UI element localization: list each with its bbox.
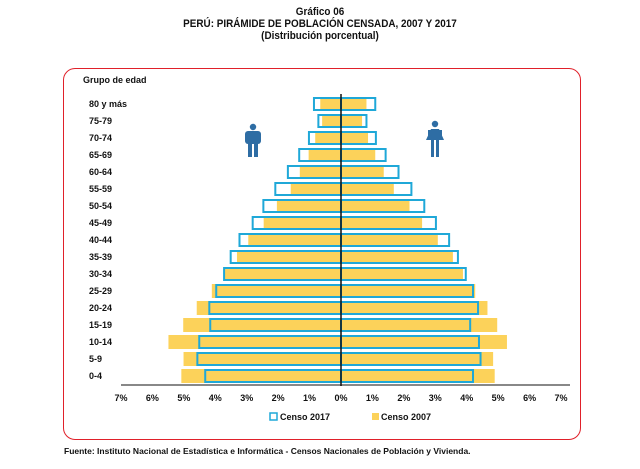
bar-2007-female	[341, 114, 363, 128]
chart-title-line1: Gráfico 06	[295, 6, 345, 18]
age-group-label: 15-19	[89, 320, 112, 330]
bar-2007-male	[322, 114, 341, 128]
x-tick-label: 5%	[177, 393, 190, 403]
bar-2007-male	[183, 352, 341, 366]
age-group-label: 70-74	[89, 133, 112, 143]
female-icon	[426, 120, 444, 157]
x-tick-label: 3%	[429, 393, 442, 403]
bar-2007-male	[290, 182, 341, 196]
x-tick-label: 2%	[272, 393, 285, 403]
age-group-label: 65-69	[89, 150, 112, 160]
bar-2007-male	[224, 267, 341, 281]
bar-2007-female	[341, 284, 476, 298]
x-tick-label: 0%	[334, 393, 347, 403]
bar-2007-female	[341, 250, 453, 264]
age-group-label: 0-4	[89, 371, 102, 381]
x-tick-label: 4%	[460, 393, 473, 403]
bar-2007-female	[341, 199, 410, 213]
x-tick-label: 6%	[146, 393, 159, 403]
bar-2007-male	[320, 97, 341, 111]
x-tick-label: 7%	[555, 393, 568, 403]
age-group-label: 20-24	[89, 303, 112, 313]
bar-2007-male	[248, 233, 341, 247]
legend-swatch-2017	[269, 412, 278, 421]
age-group-label: 80 y más	[89, 99, 127, 109]
chart-frame	[63, 68, 581, 440]
x-tick-label: 1%	[303, 393, 316, 403]
male-icon	[245, 123, 261, 157]
y-axis-label: Grupo de edad	[83, 75, 147, 85]
source-note: Fuente: Instituto Nacional de Estadístic…	[64, 446, 471, 456]
x-tick-label: 2%	[397, 393, 410, 403]
x-tick-label: 5%	[492, 393, 505, 403]
age-group-label: 35-39	[89, 252, 112, 262]
chart-title-line2: PERÚ: PIRÁMIDE DE POBLACIÓN CENSADA, 200…	[183, 18, 457, 30]
bar-2007-male	[263, 216, 341, 230]
legend-label-2007: Censo 2007	[381, 412, 431, 422]
bar-2007-male	[183, 318, 341, 332]
bar-2007-male	[168, 335, 341, 349]
bar-2007-female	[341, 335, 507, 349]
bar-2007-male	[299, 165, 341, 179]
age-group-label: 50-54	[89, 201, 112, 211]
bar-2007-male	[196, 301, 341, 315]
bar-2007-female	[341, 352, 494, 366]
bar-2007-female	[341, 131, 369, 145]
bar-2007-male	[308, 148, 341, 162]
chart-title-line3: (Distribución porcentual)	[261, 30, 379, 42]
bar-2007-female	[341, 369, 495, 383]
bar-2007-female	[341, 318, 498, 332]
age-group-label: 25-29	[89, 286, 112, 296]
bar-2007-female	[341, 216, 423, 230]
bar-2007-male	[276, 199, 341, 213]
bar-2007-female	[341, 148, 376, 162]
bar-2007-female	[341, 182, 394, 196]
x-tick-label: 1%	[366, 393, 379, 403]
age-group-label: 30-34	[89, 269, 112, 279]
age-group-label: 45-49	[89, 218, 112, 228]
legend-swatch-2007	[372, 413, 379, 420]
bar-2007-male	[315, 131, 341, 145]
x-tick-label: 7%	[114, 393, 127, 403]
bar-2007-male	[236, 250, 341, 264]
age-group-label: 40-44	[89, 235, 112, 245]
bar-2007-female	[341, 267, 463, 281]
age-group-label: 5-9	[89, 354, 102, 364]
x-tick-label: 6%	[523, 393, 536, 403]
x-tick-label: 4%	[209, 393, 222, 403]
bar-2007-male	[211, 284, 341, 298]
age-group-label: 75-79	[89, 116, 112, 126]
bar-2007-male	[181, 369, 341, 383]
x-tick-label: 3%	[240, 393, 253, 403]
bar-2007-female	[341, 97, 367, 111]
bar-2007-female	[341, 233, 438, 247]
age-group-label: 55-59	[89, 184, 112, 194]
age-group-label: 10-14	[89, 337, 112, 347]
bar-2007-female	[341, 165, 384, 179]
legend-label-2017: Censo 2017	[280, 412, 330, 422]
bar-2007-female	[341, 301, 488, 315]
age-group-label: 60-64	[89, 167, 112, 177]
